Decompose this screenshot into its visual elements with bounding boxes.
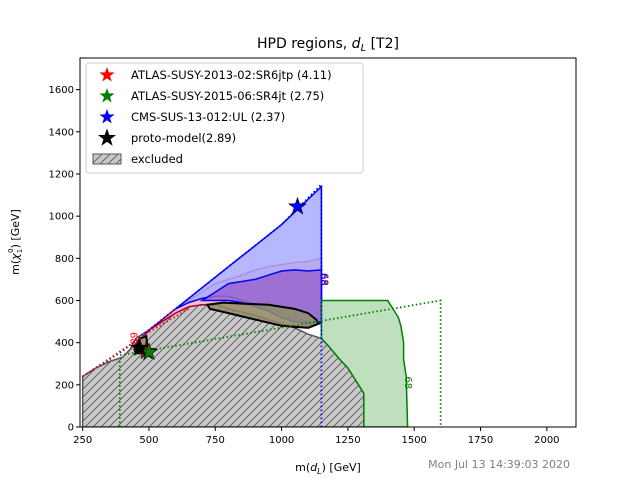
legend-label: proto-model(2.89) bbox=[131, 131, 236, 145]
y-tick-label: 600 bbox=[55, 296, 74, 307]
contour-label: 68 bbox=[317, 273, 328, 286]
region-atlas-susy-2015-06-sr4jt bbox=[320, 299, 409, 427]
chart-title: HPD regions, dL [T2] bbox=[257, 36, 399, 54]
y-axis-ticks: 0 200 400 600 800 1000 1200 1400 1600 bbox=[49, 85, 80, 434]
x-tick-label: 250 bbox=[73, 435, 92, 446]
legend-marker bbox=[99, 67, 115, 82]
x-tick-label: 1750 bbox=[468, 435, 493, 446]
marker-proto-model bbox=[130, 337, 150, 356]
dotted-outlines-layer bbox=[82, 182, 442, 427]
legend-box bbox=[85, 62, 364, 174]
x-tick-label: 750 bbox=[206, 435, 225, 446]
y-tick-label: 1200 bbox=[49, 169, 74, 180]
contour-label: 68 bbox=[318, 273, 329, 286]
x-tick-label: 1000 bbox=[269, 435, 294, 446]
y-tick-label: 1600 bbox=[49, 85, 74, 96]
dotted-outline-atlas15-dotted bbox=[118, 299, 442, 427]
x-tick-label: 1250 bbox=[335, 435, 360, 446]
legend-label: ATLAS-SUSY-2013-02:SR6jtp (4.11) bbox=[131, 68, 332, 82]
legend: ATLAS-SUSY-2013-02:SR6jtp (4.11) ATLAS-SU… bbox=[85, 62, 364, 174]
x-axis-label: m(dL) [GeV] bbox=[295, 461, 361, 476]
legend-marker bbox=[99, 109, 115, 124]
y-tick-label: 800 bbox=[55, 254, 74, 265]
y-axis-label: m(χ10) [GeV] bbox=[7, 209, 24, 275]
y-tick-label: 400 bbox=[55, 338, 74, 349]
regions-layer bbox=[81, 184, 409, 427]
legend-label: excluded bbox=[131, 152, 183, 166]
legend-label: CMS-SUS-13-012:UL (2.37) bbox=[131, 110, 285, 124]
contour-label: 68 bbox=[127, 332, 138, 345]
legend-label: ATLAS-SUSY-2015-06:SR4jt (2.75) bbox=[131, 89, 324, 103]
x-axis-ticks: 250 500 750 1000 1250 1500 1750 2000 bbox=[73, 427, 560, 446]
markers-layer bbox=[130, 196, 307, 361]
x-tick-label: 2000 bbox=[534, 435, 559, 446]
plot-frame bbox=[79, 57, 577, 428]
y-tick-label: 1000 bbox=[49, 212, 74, 223]
y-tick-label: 0 bbox=[68, 423, 74, 434]
legend-marker bbox=[99, 88, 115, 103]
marker-cms-sus-13-012-ul bbox=[288, 196, 307, 215]
legend-marker bbox=[97, 128, 117, 146]
y-tick-label: 1400 bbox=[49, 127, 74, 138]
legend-hatch-swatch bbox=[92, 153, 122, 165]
contour-label: 68 bbox=[402, 376, 413, 389]
y-tick-label: 200 bbox=[55, 380, 74, 391]
timestamp: Mon Jul 13 14:39:03 2020 bbox=[428, 458, 570, 471]
x-tick-label: 500 bbox=[139, 435, 158, 446]
x-tick-label: 1500 bbox=[401, 435, 426, 446]
